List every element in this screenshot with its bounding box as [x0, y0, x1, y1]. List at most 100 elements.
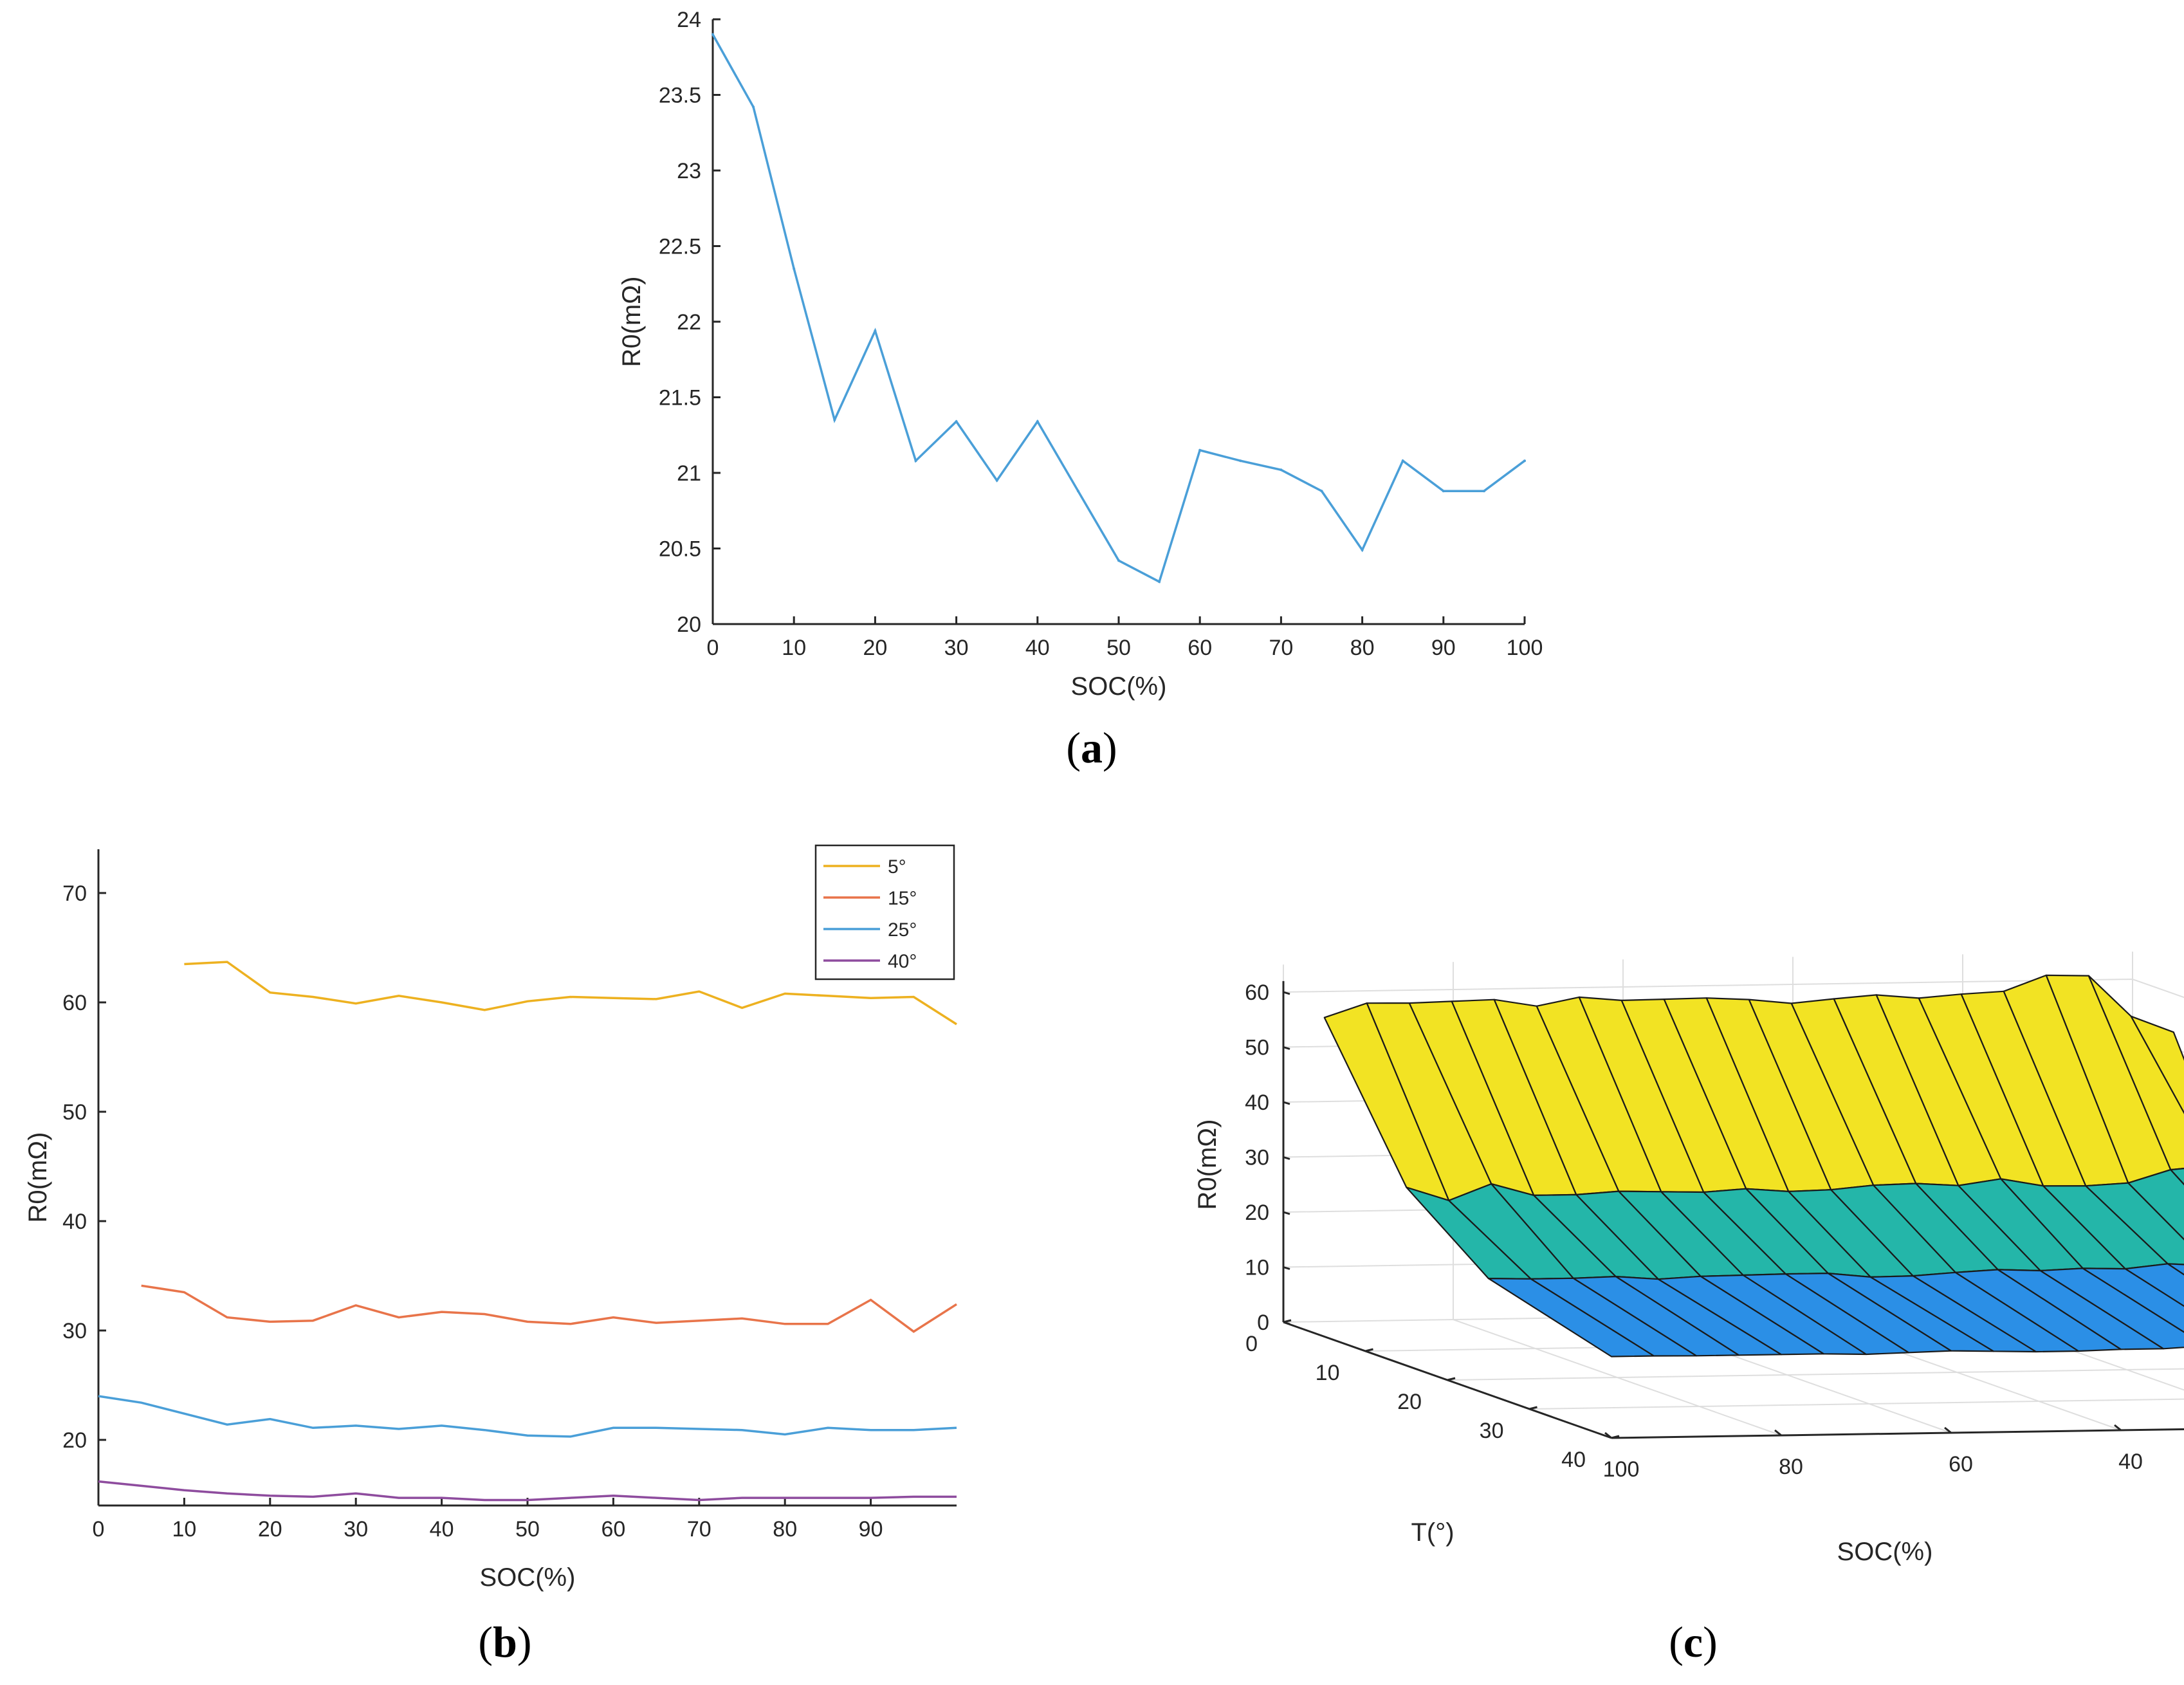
panel-a-y-tick-label: 20.5	[659, 537, 701, 562]
panel-a-point	[1158, 580, 1161, 584]
panel-c-floor-grid	[1529, 1398, 2184, 1410]
panel-c-z-tick	[1283, 1101, 1290, 1105]
panel-b-y-tick-label: 50	[62, 1100, 87, 1125]
panel-a-point	[1401, 459, 1404, 463]
panel-c-t-tick	[1283, 1319, 1292, 1323]
caption-c-letter: c	[1684, 1617, 1703, 1666]
panel-c-soc-tick	[2114, 1424, 2122, 1432]
legend-label: 15°	[888, 888, 917, 909]
panel-a-point	[1198, 448, 1202, 452]
panel-a-point	[1442, 490, 1445, 493]
panel-b-x-tick-label: 30	[344, 1517, 368, 1542]
panel-a-x-tick-label: 90	[1431, 636, 1456, 660]
panel-a-y-tick-label: 22	[677, 310, 701, 335]
panel-a-x-tick-label: 80	[1350, 636, 1375, 660]
panel-c-surface-patch	[2130, 1015, 2184, 1114]
panel-c-t-tick-label: 0	[1245, 1332, 1258, 1356]
panel-b-series-line-5deg	[184, 961, 957, 1026]
panel-c-floor-grid	[1447, 1368, 2184, 1381]
panel-c-z-tick-label: 10	[1245, 1256, 1269, 1280]
panel-c-z-tick	[1283, 1046, 1290, 1050]
panel-b-y-tick-label: 60	[62, 991, 87, 1015]
panel-c-z-tick-label: 0	[1257, 1311, 1269, 1335]
panel-a-x-tick-label: 40	[1025, 636, 1050, 660]
panel-a-point	[1036, 420, 1039, 423]
panel-c-surface-patch	[2167, 1263, 2184, 1276]
panel-a-point	[1523, 459, 1526, 463]
panel-a-point	[1482, 490, 1485, 493]
panel-c-z-tick-label: 60	[1245, 981, 1269, 1005]
panel-a-x-tick-label: 10	[782, 636, 806, 660]
panel-b-x-tick-label: 20	[258, 1517, 282, 1542]
panel-c-t-tick-label: 20	[1397, 1390, 1422, 1414]
panel-a-y-tick-label: 24	[677, 8, 701, 32]
panel-a-point	[711, 33, 714, 36]
panel-a-point	[1117, 559, 1120, 562]
panel-a-point	[914, 459, 917, 463]
panel-a-y-tick-label: 20	[677, 612, 701, 637]
panel-c-soc-tick-label: 100	[1603, 1457, 1640, 1482]
panel-a-point	[752, 106, 755, 109]
panel-c-soc-tick-label: 40	[2118, 1450, 2143, 1474]
panel-b-x-tick-label: 90	[859, 1517, 883, 1542]
panel-c-t-tick	[1365, 1348, 1373, 1352]
panel-a-y-tick-label: 22.5	[659, 235, 701, 259]
panel-b-y-tick-label: 70	[62, 881, 87, 906]
panel-b-x-tick-label: 70	[687, 1517, 711, 1542]
legend-box	[814, 844, 955, 981]
panel-c-z-tick	[1283, 1156, 1290, 1160]
panel-b-series-line-25deg	[98, 1395, 957, 1438]
panel-c-z-tick-label: 40	[1245, 1091, 1269, 1115]
panel-b-y-tick-label: 40	[62, 1210, 87, 1234]
panel-c-surface-patch	[2127, 1168, 2184, 1240]
panel-c-z-tick-label: 50	[1245, 1036, 1269, 1060]
panel-a-point	[1239, 459, 1242, 463]
caption-a: (a)	[1066, 723, 1117, 772]
panel-c-t-tick-label: 30	[1480, 1419, 1504, 1443]
panel-c-t-tick	[1611, 1435, 1620, 1439]
panel-c-soc-tick-label: 80	[1779, 1455, 1803, 1479]
panel-b-x-label: SOC(%)	[480, 1563, 576, 1592]
panel-c-z-tick	[1283, 1266, 1290, 1270]
panel-b-legend: 5° 15° 25° 40°	[814, 844, 955, 981]
panel-b-x-tick-label: 80	[773, 1517, 797, 1542]
legend-label: 25°	[888, 919, 917, 941]
panel-a-x-tick-label: 0	[707, 636, 719, 660]
panel-c-z-tick	[1283, 991, 1290, 995]
panel-a-point	[1320, 490, 1323, 493]
panel-c-soc-tick-label: 60	[1949, 1452, 1973, 1477]
panel-c-surface-patch	[2082, 1267, 2184, 1333]
panel-c-z-tick-label: 20	[1245, 1201, 1269, 1225]
panel-c-soc-tick	[1774, 1429, 1782, 1437]
panel-c-t-label: T(°)	[1411, 1518, 1454, 1547]
panel-a-point	[1076, 490, 1079, 493]
panel-a-y-tick-label: 21	[677, 461, 701, 486]
panel-b-y-label: R0(mΩ)	[24, 1132, 52, 1223]
panel-b-y-tick-label: 20	[62, 1428, 87, 1453]
panel-c-soc-axis	[1611, 1428, 2184, 1439]
panel-c-z-tick	[1283, 1211, 1290, 1215]
panel-a-point	[1361, 548, 1364, 551]
panel-a-y-tick-label: 21.5	[659, 386, 701, 410]
caption-b: (b)	[478, 1617, 531, 1666]
panel-a-point	[793, 267, 796, 270]
legend-label: 40°	[888, 951, 917, 972]
panel-a-x-tick-label: 70	[1269, 636, 1293, 660]
panel-a-point	[833, 418, 836, 421]
caption-b-letter: b	[493, 1617, 517, 1666]
panel-c-t-tick	[1529, 1406, 1537, 1410]
panel-c-grid-line	[1283, 978, 2184, 999]
panel-b-x-tick-label: 60	[601, 1517, 625, 1542]
panel-c-z-label: R0(mΩ)	[1193, 1119, 1222, 1210]
panel-a-x-tick-label: 30	[944, 636, 969, 660]
panel-a-series-line	[711, 33, 1526, 584]
panel-a-point	[955, 420, 958, 423]
panel-c-surface-patch	[2170, 1168, 2184, 1186]
panel-b-y-tick-label: 30	[62, 1319, 87, 1343]
panel-b-chart: 0 10 20 30 40 50 60 70 80 90 20 30 40 50 60 70 5° 15° 25…	[24, 844, 957, 1592]
caption-c: (c)	[1669, 1617, 1718, 1666]
panel-c-t-tick	[1447, 1377, 1456, 1381]
panel-a-x-label: SOC(%)	[1071, 672, 1167, 701]
panel-c-soc-tick	[1604, 1432, 1612, 1439]
